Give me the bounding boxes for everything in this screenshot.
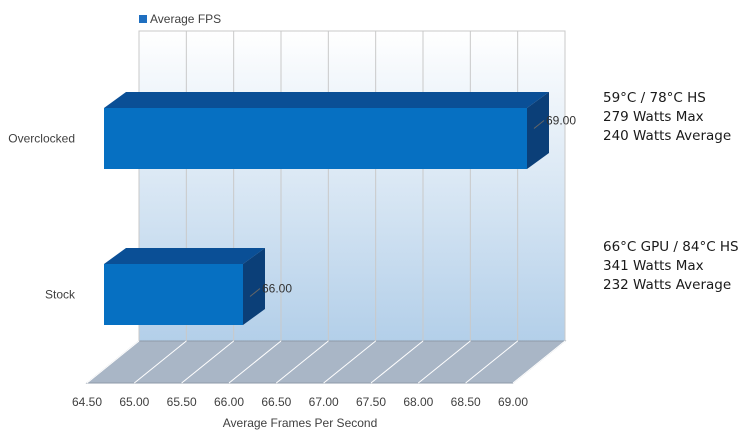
stock-temp: 66°C GPU / 84°C HS	[603, 239, 738, 255]
legend-label: Average FPS	[150, 12, 221, 26]
data-label: 66.00	[262, 282, 292, 296]
floor-gridline	[465, 340, 518, 384]
bar-overclocked: 69.00	[104, 92, 576, 169]
overclocked-avg-watts: 240 Watts Average	[603, 128, 732, 144]
overclocked-stats: 59°C / 78°C HS 279 Watts Max 240 Watts A…	[603, 89, 731, 146]
x-tick-label: 68.00	[403, 395, 433, 409]
x-tick-label: 64.50	[72, 395, 102, 409]
x-tick-label: 68.50	[451, 395, 481, 409]
category-label: Overclocked	[8, 132, 75, 146]
overclocked-temp: 59°C / 78°C HS	[603, 90, 706, 106]
bar-stock: 66.00	[104, 248, 292, 325]
bar-side-face	[527, 92, 549, 169]
x-axis-title: Average Frames Per Second	[223, 416, 378, 430]
legend-swatch	[139, 15, 147, 23]
floor-gridline	[134, 340, 187, 384]
floor-gridline	[276, 340, 329, 384]
floor-gridline	[370, 340, 424, 384]
category-labels: Overclocked Stock	[8, 132, 76, 302]
floor-gridline	[418, 340, 471, 384]
stock-stats: 66°C GPU / 84°C HS 341 Watts Max 232 Wat…	[603, 238, 738, 295]
x-tick-label: 66.50	[261, 395, 291, 409]
data-label: 69.00	[546, 114, 576, 128]
floor-gridline	[228, 340, 282, 384]
x-tick-label: 65.00	[119, 395, 149, 409]
chart-floor	[85, 340, 567, 384]
x-tick-label: 69.00	[498, 395, 528, 409]
bar-front-face	[104, 264, 243, 325]
x-tick-label: 67.00	[309, 395, 339, 409]
data-label-leader	[249, 288, 261, 297]
floor-gridline	[181, 340, 234, 384]
floor-gridline	[512, 340, 566, 384]
stock-max-watts: 341 Watts Max	[603, 258, 704, 274]
x-tick-label: 66.00	[214, 395, 244, 409]
legend: Average FPS	[139, 12, 221, 26]
x-tick-label: 65.50	[167, 395, 197, 409]
bar-front-face	[104, 108, 527, 169]
category-label: Stock	[45, 288, 76, 302]
overclocked-max-watts: 279 Watts Max	[603, 109, 704, 125]
x-tick-label: 67.50	[356, 395, 386, 409]
bar-side-face	[243, 248, 265, 325]
floor-gridline	[86, 340, 140, 384]
stock-avg-watts: 232 Watts Average	[603, 277, 732, 293]
x-tick-labels: 64.50 65.00 65.50 66.00 66.50 67.00 67.50 68.00…	[72, 395, 528, 409]
bar-top-face	[104, 92, 549, 108]
floor-gridline	[323, 340, 376, 384]
bar-top-face	[104, 248, 265, 264]
data-label-leader	[533, 120, 545, 129]
bars-group: 69.00 66.00	[104, 92, 576, 325]
